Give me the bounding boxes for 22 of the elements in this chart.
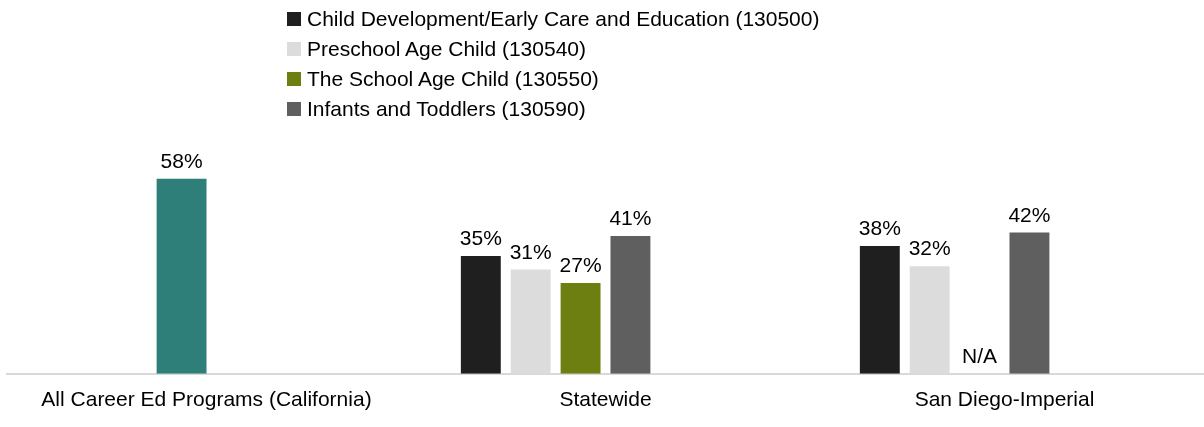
data-label: 35% [459, 226, 502, 250]
x-tick-label: Statewide [559, 387, 652, 411]
data-label: 42% [1008, 202, 1051, 226]
text: N/A [962, 344, 998, 368]
data-label: 32% [908, 236, 951, 260]
data-label: 58% [160, 149, 203, 173]
bar [1009, 232, 1050, 374]
bar [156, 178, 207, 374]
data-label: 38% [858, 216, 901, 240]
bar [610, 235, 651, 374]
legend-label: The School Age Child (130550) [307, 67, 599, 91]
x-tick-label: San Diego-Imperial [914, 387, 1095, 411]
legend-label: Infants and Toddlers (130590) [307, 97, 586, 121]
data-label: 31% [509, 239, 552, 263]
data-label: 41% [609, 206, 652, 230]
bar [859, 246, 900, 374]
data-label: 27% [559, 253, 602, 277]
legend-label: Preschool Age Child (130540) [307, 37, 587, 61]
x-tick-label: All Career Ed Programs (California) [41, 387, 372, 411]
bar [460, 256, 501, 374]
bar [560, 283, 601, 374]
legend-label: Child Development/Early Care and Education (130500) [307, 7, 820, 31]
